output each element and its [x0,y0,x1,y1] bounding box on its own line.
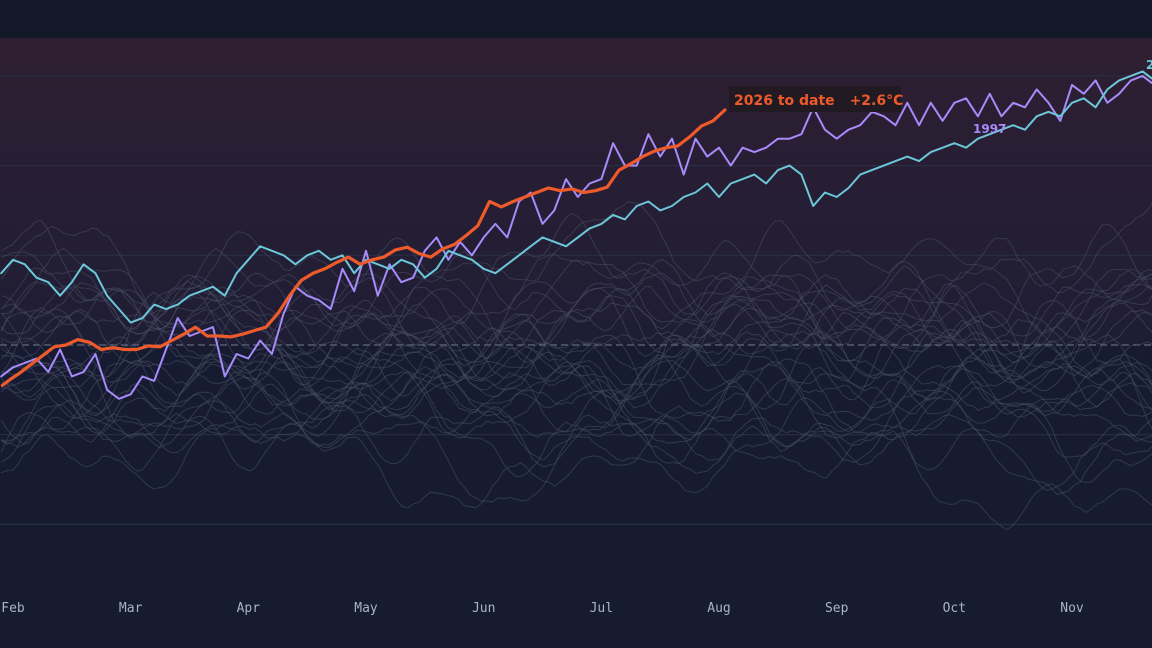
history-line [0,201,1152,369]
history-line [1,268,1152,415]
history-line [1,351,1152,479]
series-cyan-line [0,70,1152,324]
history-line [0,280,1152,439]
month-label-feb: Feb [1,601,25,616]
annotation-2026-label: 2026 to date +2.6°C [734,93,903,109]
annotation-cyan-label: 2 [1146,58,1152,72]
annotation-2026-text: 2026 to date [734,93,835,109]
history-line [0,299,1152,437]
history-line [1,341,1152,475]
month-label-apr: Apr [237,601,261,616]
history-line [1,251,1152,421]
history-line [1,363,1152,494]
series-2026-line [0,108,727,387]
history-line [0,247,1152,388]
month-label-may: May [354,601,378,616]
annotation-1997-label: 1997 [973,122,1006,136]
history-line [1,247,1152,404]
history-line [0,258,1152,416]
series-1997-line [0,74,1152,400]
highlight-series [0,70,1152,400]
month-label-mar: Mar [119,601,143,616]
history-line [0,254,1152,374]
annotation-2026: 2026 to date +2.6°C [729,86,903,112]
history-line [0,299,1152,472]
annotation-2026-value: +2.6°C [850,93,904,109]
historical-years [0,201,1152,531]
top-strip [0,0,1152,38]
x-axis: Feb Mar Apr May Jun Jul Aug Sep Oct Nov [1,601,1084,616]
history-line [0,382,1152,531]
month-label-jul: Jul [590,601,613,616]
history-line [0,370,1152,491]
history-line [0,274,1152,392]
history-line [0,239,1152,389]
history-line [0,237,1152,385]
history-line [1,374,1152,466]
month-label-oct: Oct [943,601,966,616]
month-label-sep: Sep [825,601,849,616]
month-label-jun: Jun [472,601,495,616]
month-label-nov: Nov [1060,601,1084,616]
history-line [0,284,1152,445]
gridlines [0,75,1152,525]
annotation-2026-bg [729,86,901,112]
month-label-aug: Aug [707,601,730,616]
history-line [0,358,1152,503]
history-line [1,324,1152,442]
history-line [0,336,1152,484]
